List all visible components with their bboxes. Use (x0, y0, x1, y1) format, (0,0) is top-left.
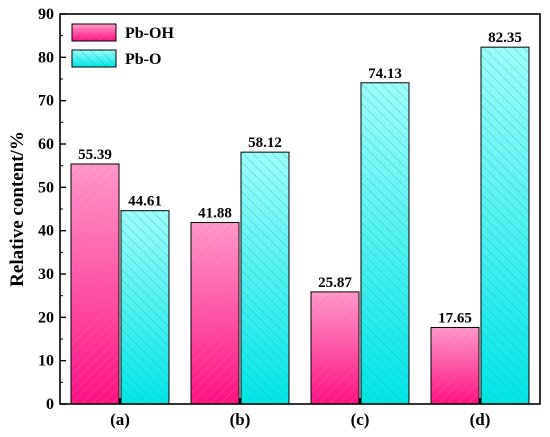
bar-pb-oh-3 (310, 291, 360, 405)
y-tick-label: 10 (38, 353, 54, 370)
y-tick-label: 40 (38, 223, 54, 240)
legend: Pb-OH Pb-O (71, 23, 174, 68)
y-tick-label: 90 (38, 6, 54, 23)
legend-label-pb-o: Pb-O (125, 51, 161, 68)
y-axis-title: Relative content/% (7, 131, 28, 287)
legend-swatch-pb-oh (71, 23, 117, 42)
x-tick-label: (b) (230, 410, 251, 429)
bar-pb-oh-1 (70, 163, 120, 405)
y-tick-label: 50 (38, 179, 54, 196)
bar-pb-o-4 (480, 46, 530, 405)
value-label-pb-oh-1: 55.39 (78, 147, 112, 163)
legend-label-pb-oh: Pb-OH (125, 25, 174, 42)
bar-pb-o-3 (360, 82, 410, 405)
y-tick-label: 60 (38, 136, 54, 153)
x-tick-label: (a) (110, 410, 130, 429)
bars-layer (70, 46, 530, 405)
value-label-pb-o-2: 58.12 (248, 135, 282, 151)
y-tick-label: 70 (38, 93, 54, 110)
value-label-pb-o-3: 74.13 (368, 66, 402, 82)
legend-item-pb-oh: Pb-OH (71, 23, 174, 42)
x-tick-label: (d) (470, 410, 491, 429)
x-axis: (a) (b) (c) (d) (110, 398, 490, 429)
legend-swatch-pb-o (71, 49, 117, 68)
value-labels-layer: 55.39 44.61 41.88 58.12 25.87 74.13 17.65 82.35 (78, 30, 522, 326)
bar-pb-o-1 (120, 210, 170, 405)
legend-item-pb-o: Pb-O (71, 49, 161, 68)
bar-pb-oh-2 (190, 222, 240, 405)
y-tick-label: 20 (38, 309, 54, 326)
value-label-pb-o-4: 82.35 (488, 30, 522, 46)
y-tick-label: 0 (46, 396, 54, 413)
value-label-pb-o-1: 44.61 (128, 194, 162, 210)
value-label-pb-oh-2: 41.88 (198, 206, 232, 222)
bar-pb-oh-4 (430, 327, 480, 405)
y-axis: 0 10 20 30 40 50 60 70 80 90 (38, 6, 66, 413)
y-tick-label: 30 (38, 266, 54, 283)
bar-pb-o-2 (240, 151, 290, 405)
x-tick-label: (c) (351, 410, 370, 429)
value-label-pb-oh-3: 25.87 (318, 275, 352, 291)
value-label-pb-oh-4: 17.65 (438, 311, 472, 327)
y-tick-label: 80 (38, 49, 54, 66)
